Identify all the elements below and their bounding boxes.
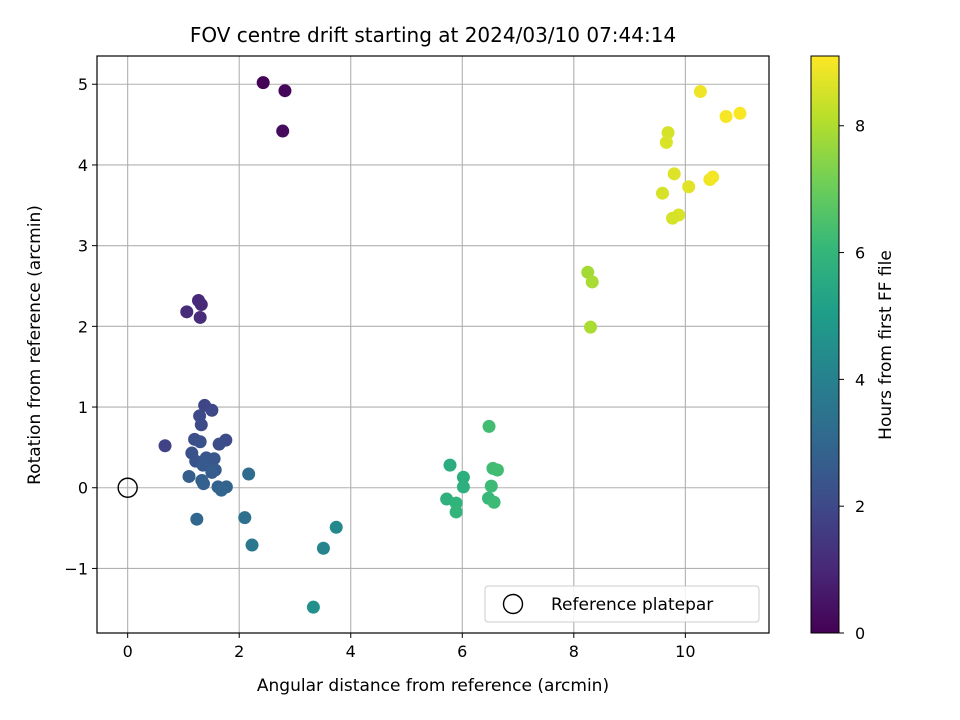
- scatter-point: [661, 126, 675, 140]
- scatter-point: [490, 463, 504, 477]
- scatter-point: [733, 106, 747, 120]
- scatter-point: [456, 480, 470, 494]
- scatter-point: [581, 265, 595, 279]
- scatter-point: [456, 470, 470, 484]
- y-tick-label: 5: [78, 75, 88, 94]
- scatter-point: [484, 479, 498, 493]
- reference-platepar-marker: [117, 477, 138, 498]
- colorbar-tick-label: 8: [855, 117, 865, 136]
- y-axis-label: Rotation from reference (arcmin): [25, 205, 45, 485]
- y-tick-label: 1: [78, 398, 88, 417]
- scatter-point: [190, 512, 204, 526]
- data-points: [117, 76, 747, 614]
- scatter-point: [194, 298, 208, 312]
- scatter-point: [158, 439, 172, 453]
- scatter-point: [180, 305, 194, 319]
- scatter-point: [487, 495, 501, 509]
- y-tick-label: 0: [78, 479, 88, 498]
- y-tick-label: 4: [78, 156, 88, 175]
- scatter-point: [706, 170, 720, 184]
- scatter-point: [585, 275, 599, 289]
- x-axis-label: Angular distance from reference (arcmin): [257, 676, 609, 696]
- grid-lines: [97, 56, 769, 633]
- colorbar-tick-label: 6: [855, 244, 865, 263]
- scatter-point: [659, 135, 673, 149]
- chart-title: FOV centre drift starting at 2024/03/10 …: [190, 23, 676, 47]
- scatter-point: [482, 419, 496, 433]
- scatter-point: [238, 511, 252, 525]
- scatter-point: [278, 84, 292, 98]
- colorbar-tick-label: 2: [855, 497, 865, 516]
- y-tick-label: −1: [64, 559, 88, 578]
- scatter-point: [682, 180, 696, 194]
- x-tick-label: 8: [569, 642, 579, 661]
- scatter-point: [193, 435, 207, 449]
- colorbar-gradient: [810, 55, 840, 634]
- legend: Reference platepar: [484, 585, 760, 623]
- scatter-point: [197, 477, 211, 491]
- scatter-point: [719, 110, 733, 124]
- x-tick-label: 2: [234, 642, 244, 661]
- scatter-point: [693, 85, 707, 99]
- scatter-point: [329, 520, 343, 534]
- axis-ticks: 0 2 4 6 8 10 −1 0 1 2 3 4 5: [64, 75, 695, 661]
- scatter-point: [205, 403, 219, 417]
- scatter-point: [205, 465, 219, 479]
- scatter-point: [193, 310, 207, 324]
- colorbar: 0 2 4 6 8 Hours from first FF file: [810, 55, 896, 643]
- legend-reference-marker: [502, 593, 524, 615]
- y-tick-label: 3: [78, 237, 88, 256]
- x-tick-label: 6: [457, 642, 467, 661]
- colorbar-ticks: 0 2 4 6 8: [839, 117, 865, 643]
- scatter-point: [667, 167, 681, 181]
- colorbar-tick-label: 4: [855, 370, 865, 389]
- scatter-point: [194, 418, 208, 432]
- scatter-point: [316, 541, 330, 555]
- scatter-point: [666, 211, 680, 225]
- x-tick-label: 10: [675, 642, 695, 661]
- scatter-point: [196, 458, 210, 472]
- scatter-point: [214, 483, 228, 497]
- scatter-point: [242, 467, 256, 481]
- scatter-point: [256, 76, 270, 90]
- x-tick-label: 0: [123, 642, 133, 661]
- scatter-point: [212, 437, 226, 451]
- scatter-point: [449, 505, 463, 519]
- legend-label-reference: Reference platepar: [551, 595, 713, 615]
- x-tick-label: 4: [346, 642, 356, 661]
- plot-frame: [96, 55, 770, 634]
- scatter-point: [655, 186, 669, 200]
- scatter-point: [245, 538, 259, 552]
- colorbar-tick-label: 0: [855, 624, 865, 643]
- colorbar-label: Hours from first FF file: [876, 250, 896, 440]
- legend-box: [484, 585, 760, 623]
- scatter-point: [584, 320, 598, 334]
- scatter-point: [276, 124, 290, 138]
- scatter-point: [306, 600, 320, 614]
- scatter-point: [182, 469, 196, 483]
- scatter-point: [443, 458, 457, 472]
- y-tick-label: 2: [78, 317, 88, 336]
